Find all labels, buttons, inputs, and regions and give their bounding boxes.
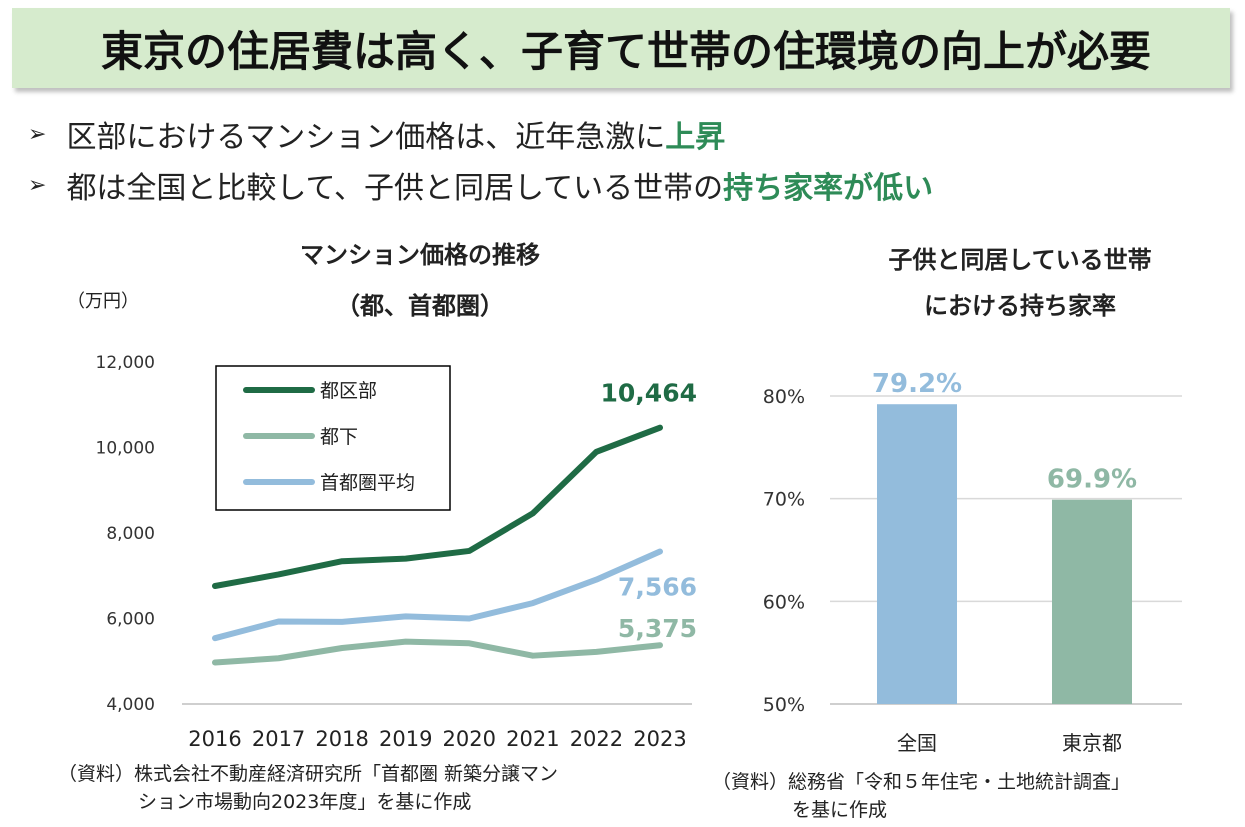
series-line-1: [212, 424, 663, 590]
x-tick-label: 2016: [188, 727, 241, 751]
bullet-highlight: 持ち家率が低い: [723, 171, 934, 206]
x-tick-label: 2022: [570, 727, 623, 751]
bar-value-label: 79.2%: [872, 369, 962, 399]
legend-label: 首都圏平均: [320, 472, 415, 494]
source-line: （資料）総務省「令和５年住宅・土地統計調査」: [712, 771, 1131, 793]
bar-2: [1052, 499, 1132, 704]
line-chart-title: マンション価格の推移: [300, 241, 540, 269]
source-line: ション市場動向2023年度」を基に作成: [138, 791, 472, 813]
line-chart-source: （資料）株式会社不動産経済研究所「首都圏 新築分譲マン ション市場動向2023年…: [58, 760, 558, 816]
x-tick-label: 2017: [252, 727, 305, 751]
source-line: （資料）株式会社不動産経済研究所「首都圏 新築分譲マン: [58, 763, 559, 785]
bar-chart-source: （資料）総務省「令和５年住宅・土地統計調査」 を基に作成: [712, 768, 1130, 824]
bar-chart: 50% 60% 70% 80% 79.2% 全国 69.9% 東京都: [763, 369, 1182, 755]
y-tick-label: 70%: [763, 489, 805, 511]
bullet-text: 都は全国と比較して、子供と同居している世帯の: [66, 171, 724, 206]
y-tick-label: 12,000: [96, 353, 155, 373]
x-tick-label: 東京都: [1062, 731, 1122, 755]
line-chart-subtitle: （都、首都圏）: [336, 292, 504, 320]
end-value-label: 10,464: [601, 379, 697, 408]
y-tick-label: 50%: [763, 694, 805, 716]
title-banner: 東京の住居費は高く、子育て世帯の住環境の向上が必要: [12, 8, 1230, 88]
x-tick-label: 2023: [633, 727, 686, 751]
arrow-bullet-icon: ➢: [28, 172, 47, 198]
bullet-highlight: 上昇: [665, 120, 726, 155]
end-value-label: 7,566: [618, 573, 697, 602]
x-tick-label: 全国: [897, 731, 937, 755]
x-tick-label: 2020: [443, 727, 496, 751]
x-tick-label: 2019: [379, 727, 432, 751]
y-tick-label: 4,000: [106, 695, 155, 715]
x-tick-label: 2021: [506, 727, 559, 751]
y-tick-label: 6,000: [106, 610, 155, 630]
bullet-point-2: ➢ 都は全国と比較して、子供と同居している世帯の 持ち家率が低い: [28, 163, 933, 207]
bar-chart-subtitle: における持ち家率: [924, 292, 1116, 320]
y-tick-label: 10,000: [96, 439, 155, 459]
legend-label: 都下: [320, 426, 358, 448]
page-title: 東京の住居費は高く、子育て世帯の住環境の向上が必要: [100, 26, 1151, 76]
y-tick-label: 8,000: [106, 524, 155, 544]
bullet-point-1: ➢ 区部におけるマンション価格は、近年急激に 上昇: [28, 112, 725, 156]
y-axis-unit-label: （万円）: [67, 291, 139, 312]
source-line: を基に作成: [792, 799, 888, 821]
end-value-label: 5,375: [618, 614, 697, 643]
x-tick-label: 2018: [315, 727, 368, 751]
bar-chart-title: 子供と同居している世帯: [888, 246, 1152, 274]
y-tick-label: 80%: [763, 386, 805, 408]
bullet-text: 区部におけるマンション価格は、近年急激に: [66, 120, 666, 155]
bar-1: [877, 404, 957, 704]
y-tick-label: 60%: [763, 591, 805, 613]
series-line-2: [212, 638, 663, 666]
bar-value-label: 69.9%: [1047, 465, 1137, 495]
line-chart: 4,000 6,000 8,000 10,000 12,000 2016 2017 2018 2…: [96, 353, 697, 751]
arrow-bullet-icon: ➢: [28, 121, 47, 147]
legend-label: 都区部: [320, 380, 377, 402]
series-line-3: [212, 548, 663, 642]
